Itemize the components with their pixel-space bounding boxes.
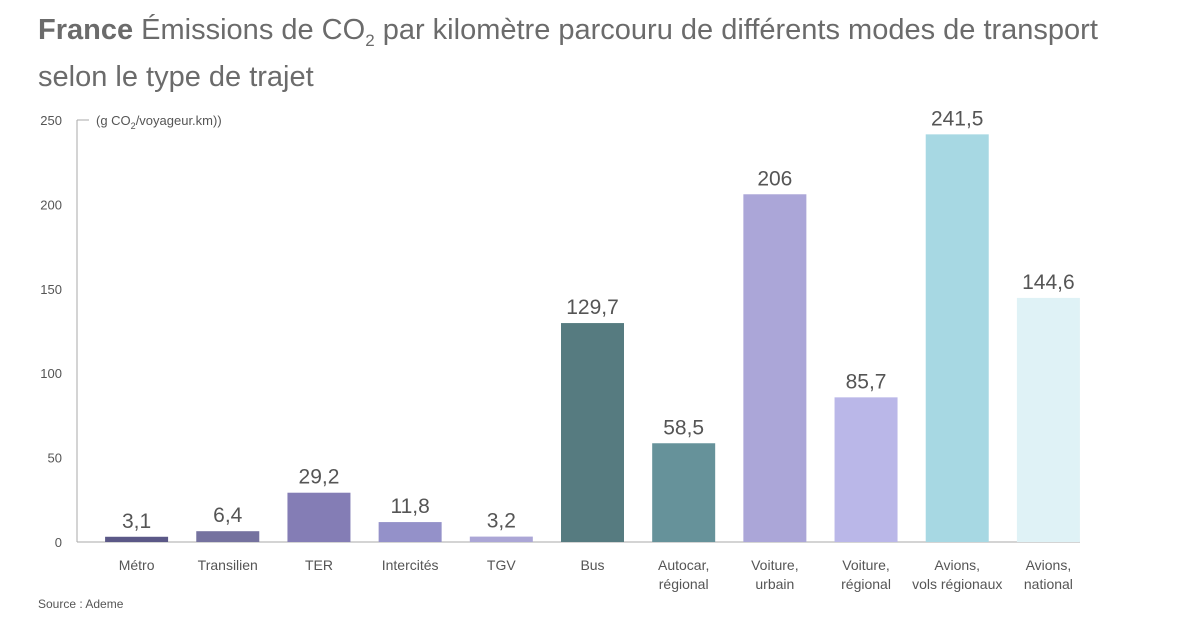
bar [1016, 297, 1080, 542]
bar [743, 194, 807, 542]
y-tick-label: 150 [40, 282, 62, 297]
bar [925, 134, 989, 542]
data-label: 85,7 [846, 370, 887, 393]
x-tick-label: régional [659, 576, 709, 592]
bar [196, 531, 260, 542]
x-tick-label: Métro [119, 557, 155, 573]
x-tick-label: Voiture, [842, 557, 889, 573]
data-label: 241,5 [931, 107, 984, 130]
bar [469, 536, 533, 542]
title-country: France [38, 14, 134, 46]
bar [378, 522, 442, 542]
x-tick-label: Avions, [934, 557, 980, 573]
x-tick-label: national [1024, 576, 1073, 592]
x-tick-label: TER [305, 557, 333, 573]
y-tick-label: 200 [40, 197, 62, 212]
x-tick-label: Intercités [382, 557, 439, 573]
x-tick-label: Voiture, [751, 557, 798, 573]
x-tick-label: Transilien [198, 557, 258, 573]
chart-title: France Émissions de CO2 par kilomètre pa… [38, 12, 1158, 95]
data-label: 206 [757, 167, 792, 190]
title-part: Émissions de CO [141, 14, 366, 46]
y-tick-label: 0 [55, 535, 62, 550]
title-part: par kilomètre parcouru de différents mod… [38, 14, 1098, 93]
bar [287, 492, 351, 542]
data-label: 6,4 [213, 504, 243, 527]
data-label: 58,5 [663, 416, 704, 439]
y-tick-label: 50 [48, 451, 62, 466]
x-tick-label: Bus [580, 557, 604, 573]
x-tick-label: urbain [755, 576, 794, 592]
y-axis-label: (g CO2/voyageur.km)) [96, 113, 222, 131]
x-tick-label: TGV [487, 557, 516, 573]
data-label: 129,7 [566, 296, 619, 319]
y-tick-label: 250 [40, 113, 62, 128]
data-label: 11,8 [390, 495, 429, 518]
bar [561, 323, 624, 542]
y-tick-label: 100 [40, 366, 62, 381]
title-subscript: 2 [365, 30, 375, 50]
x-tick-label: Avions, [1026, 557, 1072, 573]
data-label: 144,6 [1022, 271, 1075, 294]
x-tick-label: vols régionaux [912, 576, 1002, 592]
bar [652, 443, 716, 542]
data-label: 3,2 [487, 510, 516, 533]
bar [105, 536, 169, 542]
x-tick-label: Autocar, [658, 557, 709, 573]
bar [834, 397, 898, 542]
x-tick-label: régional [841, 576, 891, 592]
data-label: 3,1 [122, 510, 151, 533]
source-note: Source : Ademe [38, 597, 124, 611]
data-label: 29,2 [299, 466, 340, 489]
